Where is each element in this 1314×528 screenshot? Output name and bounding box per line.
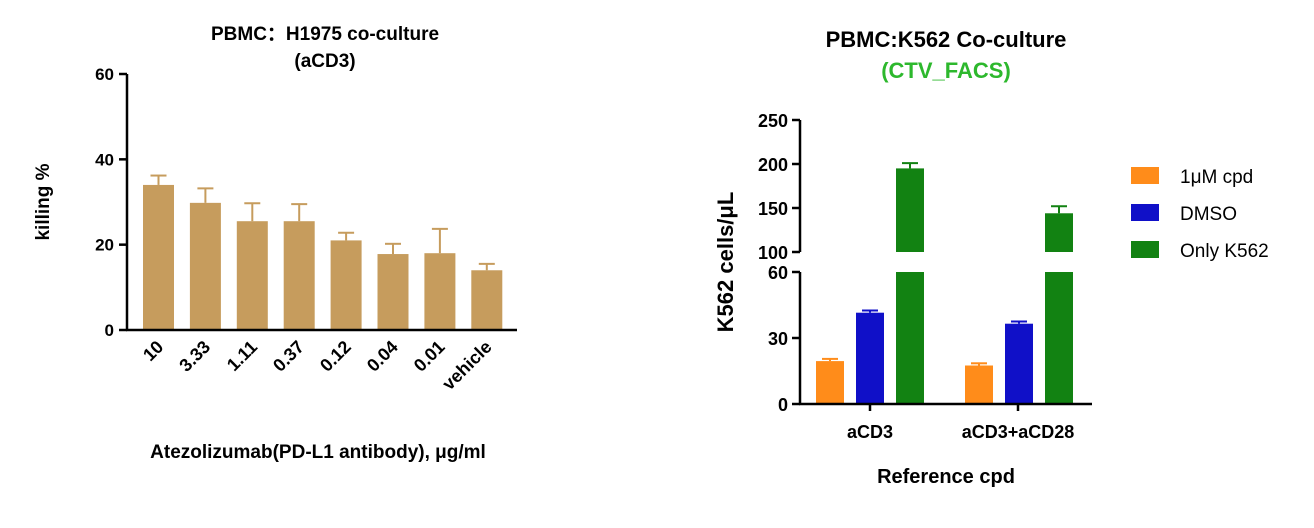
bar-0.01 <box>424 253 456 330</box>
chart-h1975-x-label: Atezolizumab(PD-L1 antibody), μg/ml <box>150 442 486 463</box>
y-tick-label: 60 <box>95 65 114 84</box>
bar-vehicle <box>471 270 503 330</box>
x-tick-label: 0.01 <box>410 337 449 376</box>
x-tick-label: vehicle <box>438 337 495 394</box>
x-tick-label: 0.12 <box>316 337 355 376</box>
bar-Only K562-lower <box>896 272 924 404</box>
y-tick-label: 0 <box>105 321 114 340</box>
bar-3.33 <box>189 202 221 330</box>
y-tick-label: 100 <box>758 243 788 263</box>
chart-k562-title: PBMC:K562 Co-culture <box>826 27 1067 52</box>
chart-h1975-y-label: killing % <box>33 163 54 240</box>
chart-h1975-title: PBMC：H1975 co-culture <box>211 24 439 45</box>
chart-k562-x-label: Reference cpd <box>877 466 1015 488</box>
bar-0.12 <box>330 240 362 330</box>
y-tick-label: 250 <box>758 111 788 131</box>
legend-swatch <box>1131 167 1159 184</box>
chart-h1975-subtitle: (aCD3) <box>294 51 355 72</box>
legend-label: Only K562 <box>1180 241 1269 262</box>
legend-swatch <box>1131 241 1159 258</box>
y-tick-label: 200 <box>758 155 788 175</box>
chart-k562-y-axis: 100 150 200 250 0 30 60 <box>758 111 800 415</box>
x-tick-label: aCD3 <box>847 422 893 442</box>
chart-k562: PBMC:K562 Co-culture (CTV_FACS) K562 cel… <box>713 27 1269 488</box>
chart-k562-legend: 1μM cpd DMSO Only K562 <box>1131 167 1269 262</box>
x-tick-label: 0.04 <box>363 337 402 376</box>
chart-h1975-y-axis: 0 20 40 60 <box>95 65 127 340</box>
y-tick-label: 40 <box>95 150 114 169</box>
chart-k562-y-label: K562 cells/μL <box>713 192 738 333</box>
bar-Only K562-upper <box>1045 213 1073 252</box>
bar-DMSO <box>856 312 884 404</box>
bar-10 <box>143 184 174 330</box>
y-tick-label: 60 <box>768 263 788 283</box>
bar-DMSO <box>1005 323 1033 404</box>
x-tick-label: 3.33 <box>175 337 214 376</box>
chart-h1975-bars <box>143 174 503 330</box>
y-tick-label: 30 <box>768 329 788 349</box>
bar-Only K562-upper <box>896 168 924 252</box>
bar-Only K562-lower <box>1045 272 1073 404</box>
y-tick-label: 150 <box>758 199 788 219</box>
bar-1μM cpd <box>816 361 844 404</box>
y-tick-label: 20 <box>95 236 114 255</box>
legend-label: DMSO <box>1180 204 1237 225</box>
chart-k562-subtitle: (CTV_FACS) <box>881 58 1011 83</box>
bar-1.11 <box>236 221 268 330</box>
legend-swatch <box>1131 204 1159 221</box>
bar-1μM cpd <box>965 365 993 404</box>
x-tick-label: 1.11 <box>223 337 261 375</box>
bar-0.37 <box>283 221 315 330</box>
chart-h1975: PBMC：H1975 co-culture (aCD3) killing % 0… <box>33 24 517 463</box>
x-tick-label: 0.37 <box>269 337 308 376</box>
legend-label: 1μM cpd <box>1180 167 1253 188</box>
x-tick-label: 10 <box>139 337 167 365</box>
bar-0.04 <box>377 254 409 330</box>
y-tick-label: 0 <box>778 395 788 415</box>
chart-k562-x-ticks: aCD3 aCD3+aCD28 <box>847 404 1074 442</box>
chart-k562-bars <box>816 162 1073 404</box>
x-tick-label: aCD3+aCD28 <box>962 422 1075 442</box>
